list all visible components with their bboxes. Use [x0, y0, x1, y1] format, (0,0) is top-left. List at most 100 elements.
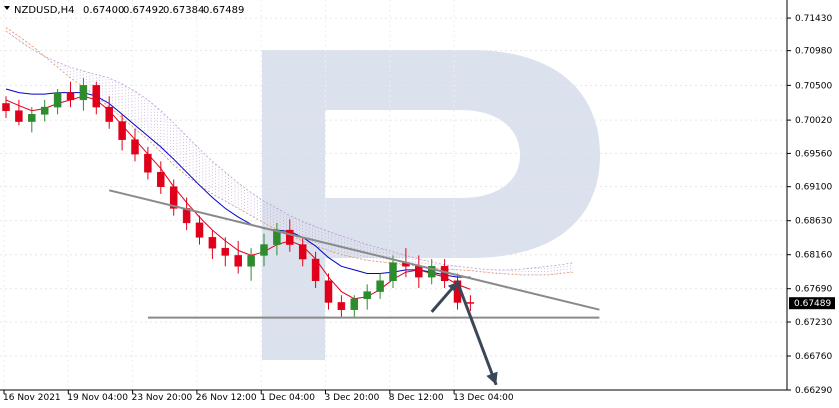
candle	[311, 251, 320, 288]
candle-body	[53, 92, 62, 108]
candle	[28, 107, 36, 133]
current-price-box	[789, 297, 835, 310]
candle	[350, 295, 359, 317]
candle	[376, 273, 384, 299]
y-tick-label: 0.66760	[795, 352, 832, 362]
candle	[260, 233, 268, 267]
candle-body	[415, 266, 423, 278]
y-tick-label: 0.68160	[795, 251, 832, 261]
candle-body	[79, 85, 88, 101]
chart-header: NZDUSD,H4 0.67400 0.67492 0.67384 0.6748…	[4, 5, 244, 16]
candle-body	[427, 266, 436, 278]
candle	[221, 237, 230, 267]
candle-body	[92, 85, 101, 108]
candle-body	[324, 280, 333, 303]
candle-body	[169, 186, 178, 209]
y-tick-label: 0.66290	[795, 386, 832, 396]
candle-body	[15, 110, 23, 122]
candle	[118, 114, 126, 151]
candle-body	[286, 229, 294, 245]
candle-body	[311, 258, 320, 281]
candle-body	[260, 244, 268, 256]
candle	[247, 248, 255, 281]
y-tick-label: 0.67230	[795, 318, 832, 328]
candle-body	[157, 171, 165, 187]
upper-trendline	[108, 189, 600, 311]
candles	[2, 78, 475, 317]
candle-body	[131, 139, 139, 155]
candle-body	[389, 262, 397, 281]
candle	[169, 179, 178, 216]
candle	[66, 81, 75, 108]
candle-body	[105, 106, 113, 122]
candle	[195, 215, 204, 245]
candle	[286, 219, 294, 252]
close-value: 0.67489	[203, 5, 244, 16]
candle	[337, 295, 346, 317]
watermark-shape	[262, 50, 600, 360]
candle-body	[66, 92, 75, 101]
dropdown-triangle-icon[interactable]	[4, 6, 10, 10]
x-tick-label: 16 Nov 2021	[3, 393, 61, 403]
x-tick-label: 1 Dec 04:00	[260, 393, 315, 403]
forecast-arrowhead-up	[447, 282, 458, 293]
forecast-arrowhead	[486, 371, 498, 385]
y-tick-label: 0.67690	[795, 285, 832, 295]
candle	[144, 146, 152, 180]
candle	[92, 81, 101, 115]
low-value: 0.67384	[163, 5, 204, 16]
y-tick-label: 0.70980	[795, 47, 832, 57]
senkou-span-b	[5, 30, 574, 271]
candle-body	[298, 244, 307, 260]
candle-body	[2, 103, 10, 111]
candle	[131, 128, 139, 162]
open-value: 0.67400	[83, 5, 124, 16]
current-price-marker: 0.67489	[789, 297, 835, 310]
axes: 0.71430 0.70980 0.70500 0.70020 0.69560 0.691…	[0, 0, 832, 403]
candle	[389, 255, 397, 288]
candle	[105, 96, 113, 129]
candle	[208, 230, 217, 260]
x-tick-label: 26 Nov 12:00	[196, 393, 257, 403]
grid	[0, 0, 787, 391]
x-tick-label: 8 Dec 12:00	[389, 393, 444, 403]
y-tick-label: 0.70020	[795, 116, 832, 126]
candle	[273, 222, 281, 256]
candle	[79, 78, 88, 111]
candle-body	[118, 121, 126, 140]
x-tick-label: 3 Dec 20:00	[325, 393, 380, 403]
forecast-arrow-path	[430, 279, 498, 386]
candle-body	[195, 222, 204, 238]
candle	[324, 273, 333, 310]
candle-body	[376, 280, 384, 292]
x-tick-label: 23 Nov 20:00	[132, 393, 193, 403]
candle-body	[208, 237, 217, 249]
candle-body	[144, 153, 152, 173]
candle	[2, 96, 10, 118]
candle	[53, 88, 62, 115]
x-tick-label: 13 Dec 04:00	[453, 393, 514, 403]
symbol-label: NZDUSD,H4	[14, 5, 74, 16]
candle	[40, 99, 49, 122]
y-tick-label: 0.69560	[795, 149, 832, 159]
candle	[234, 240, 242, 274]
candle-body	[466, 302, 475, 304]
candle-body	[273, 229, 281, 245]
y-tick-label: 0.69100	[795, 183, 832, 193]
candle	[15, 99, 23, 126]
triangle-pattern	[108, 189, 600, 319]
y-tick-label: 0.68630	[795, 217, 832, 227]
logo-watermark-icon	[262, 50, 600, 360]
candle	[363, 284, 371, 310]
candle	[182, 197, 191, 231]
candle-body	[234, 255, 242, 267]
forecast-arrow-icon	[430, 279, 498, 386]
current-price-label: 0.67489	[794, 299, 831, 309]
candle	[157, 161, 165, 194]
candle	[427, 259, 436, 285]
candle-body	[337, 302, 346, 310]
candle-body	[247, 255, 255, 267]
candle-body	[28, 114, 36, 122]
candle	[415, 255, 423, 288]
